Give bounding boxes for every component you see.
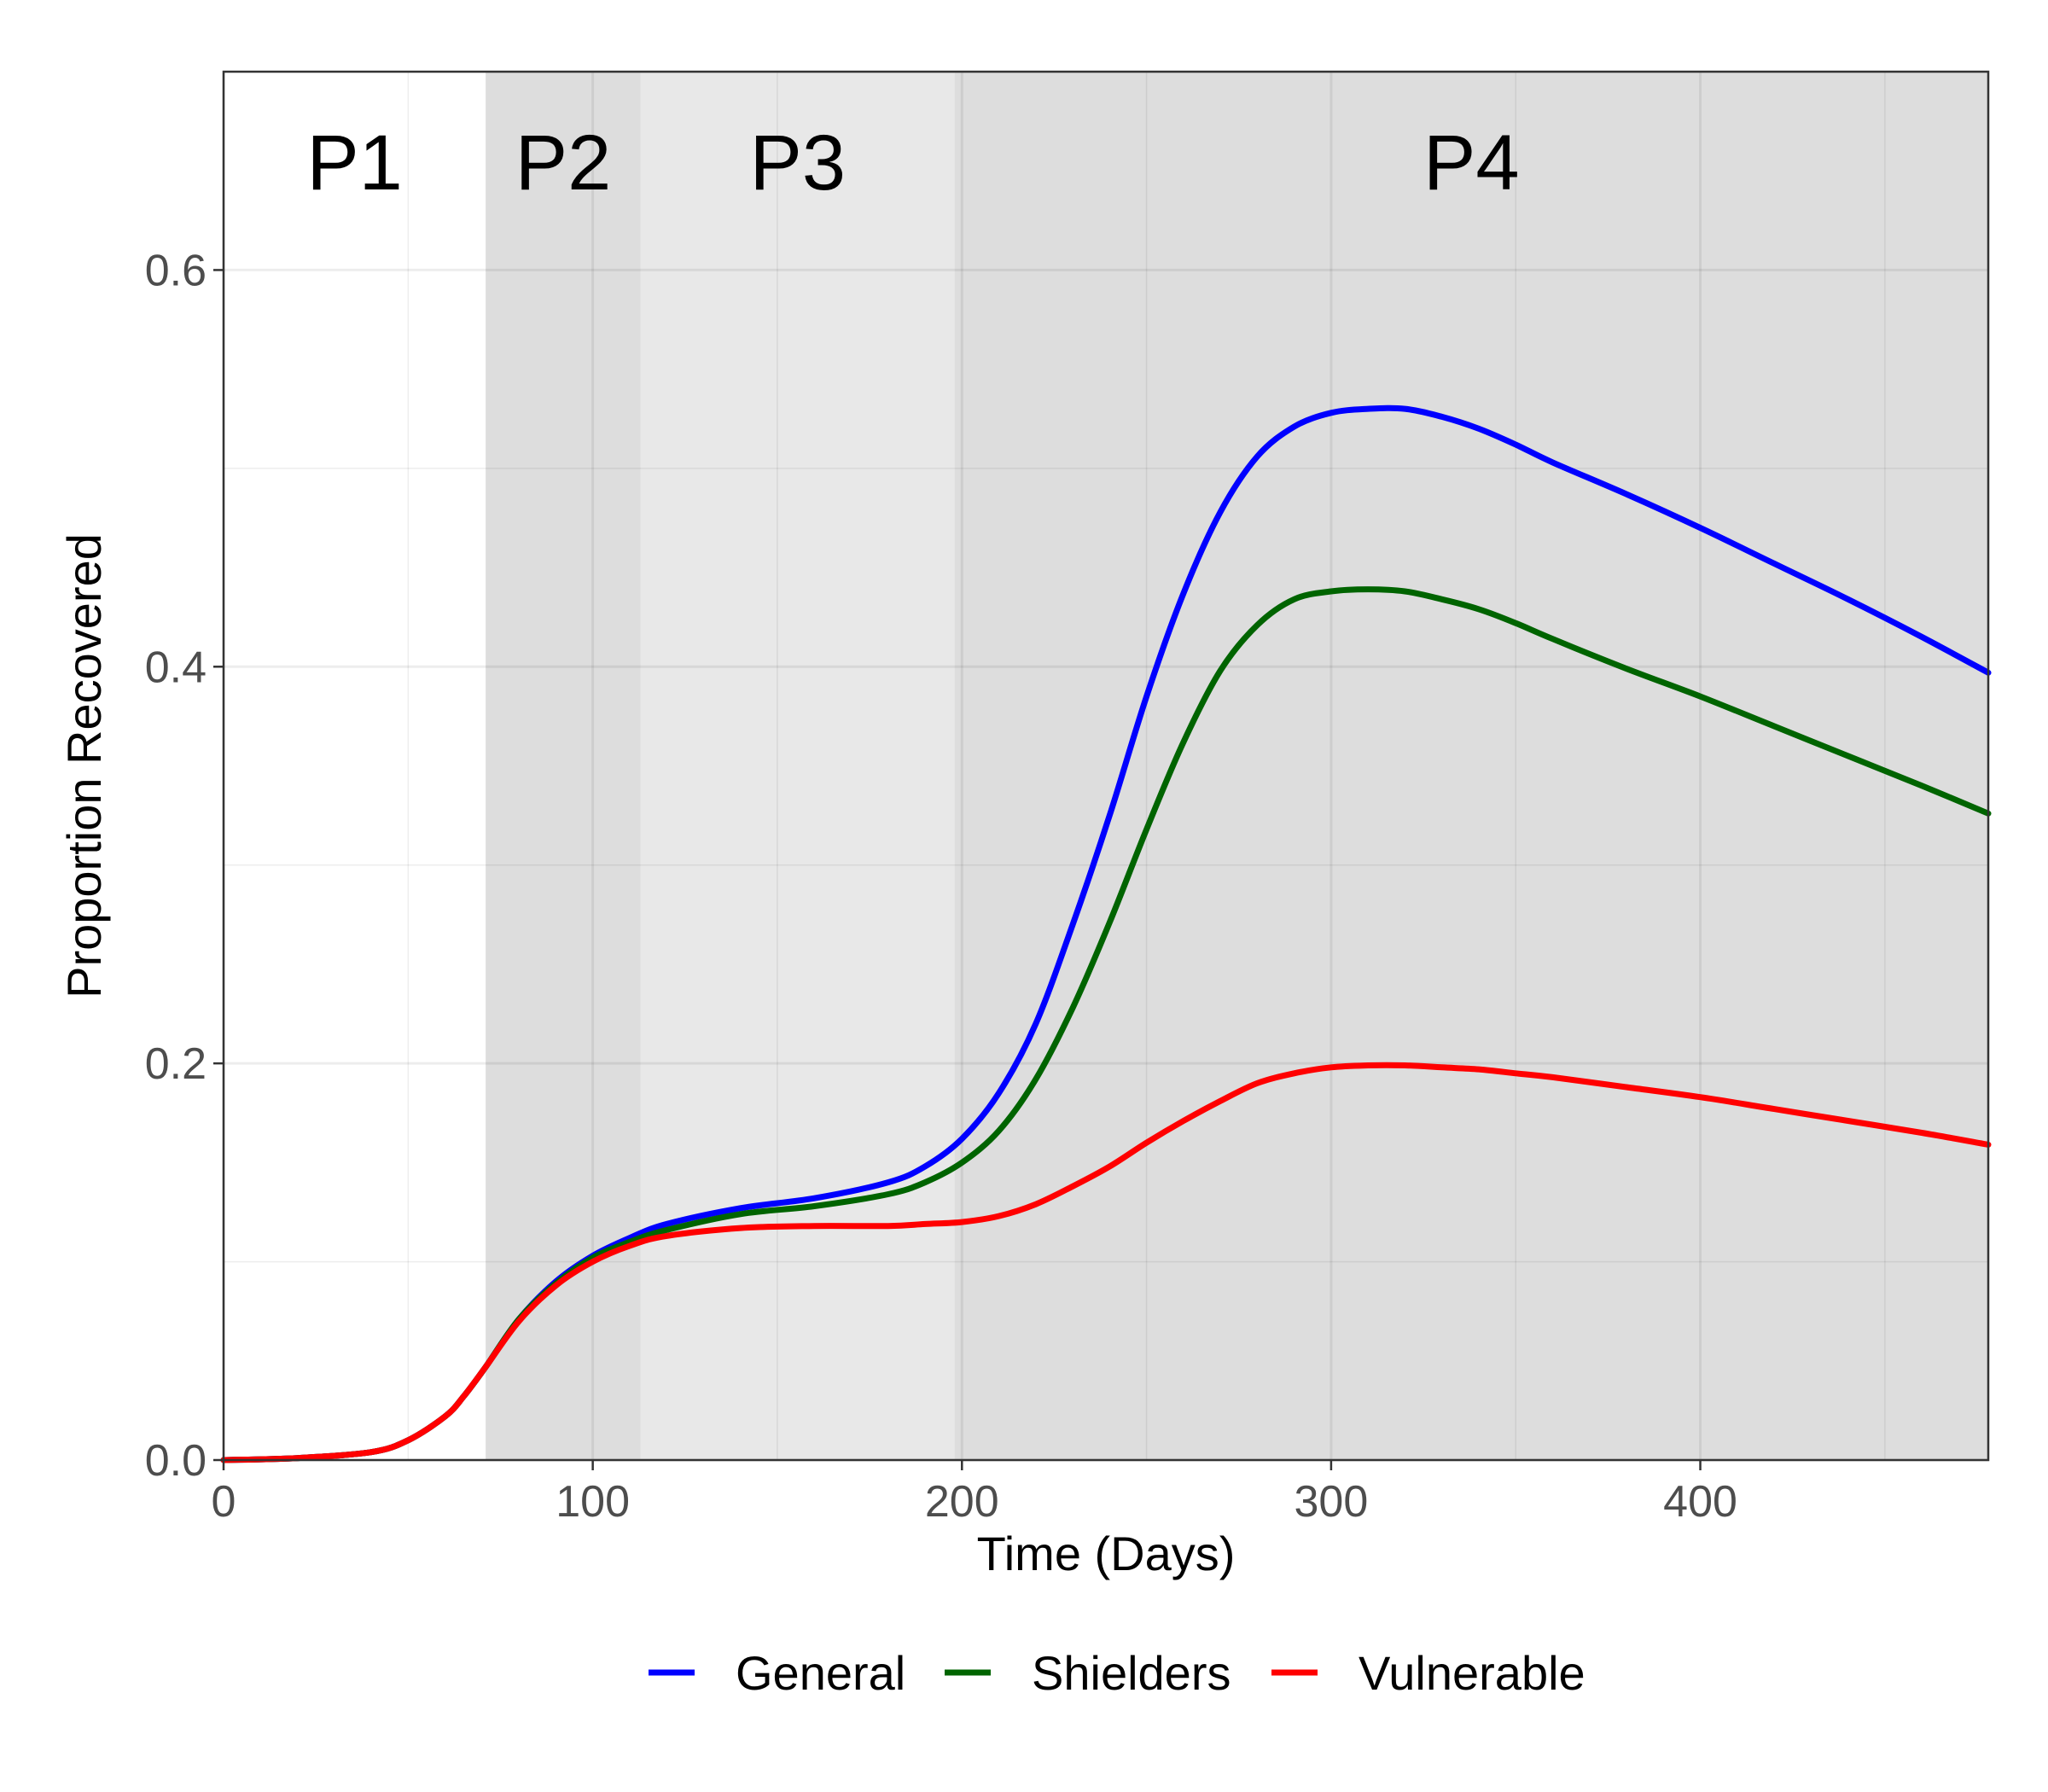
y-tick-label: 0.2 xyxy=(145,1039,207,1089)
tick-labels: 0 100 200 300 400 0.0 0.2 0.4 0.6 xyxy=(145,246,1737,1527)
axis-ticks xyxy=(213,269,1702,1470)
phase-label-p3: P3 xyxy=(749,119,846,207)
legend-label-shielders: Shielders xyxy=(1032,1646,1231,1700)
phase-labels: P1 P2 P3 P4 xyxy=(306,119,1519,207)
series-line-vulnerable xyxy=(220,1062,1992,1463)
x-tick-label: 400 xyxy=(1663,1477,1737,1527)
series-lines xyxy=(220,404,1992,1463)
y-tick-label: 0.0 xyxy=(145,1436,207,1486)
x-tick-label: 0 xyxy=(212,1477,236,1527)
phase-label-p2: P2 xyxy=(515,119,612,207)
x-tick-label: 100 xyxy=(556,1477,630,1527)
panel-border xyxy=(222,70,1990,1462)
x-axis-title: Time (Days) xyxy=(977,1527,1236,1580)
phase-band-p3 xyxy=(640,72,955,1460)
legend: General Shielders Vulnerable xyxy=(649,1646,1585,1700)
legend-label-general: General xyxy=(736,1646,905,1700)
y-tick-label: 0.4 xyxy=(145,643,207,692)
legend-label-vulnerable: Vulnerable xyxy=(1359,1646,1585,1700)
phase-bands xyxy=(224,72,1988,1460)
x-tick-label: 200 xyxy=(925,1477,999,1527)
phase-band-p1 xyxy=(224,72,486,1460)
x-tick-label: 300 xyxy=(1295,1477,1369,1527)
y-tick-label: 0.6 xyxy=(145,246,207,295)
phase-label-p1: P1 xyxy=(306,119,403,207)
phase-band-p4 xyxy=(954,72,1988,1460)
y-axis-title: Proportion Recovered xyxy=(57,533,111,998)
phase-band-p2 xyxy=(486,72,641,1460)
phase-label-p4: P4 xyxy=(1423,119,1520,207)
